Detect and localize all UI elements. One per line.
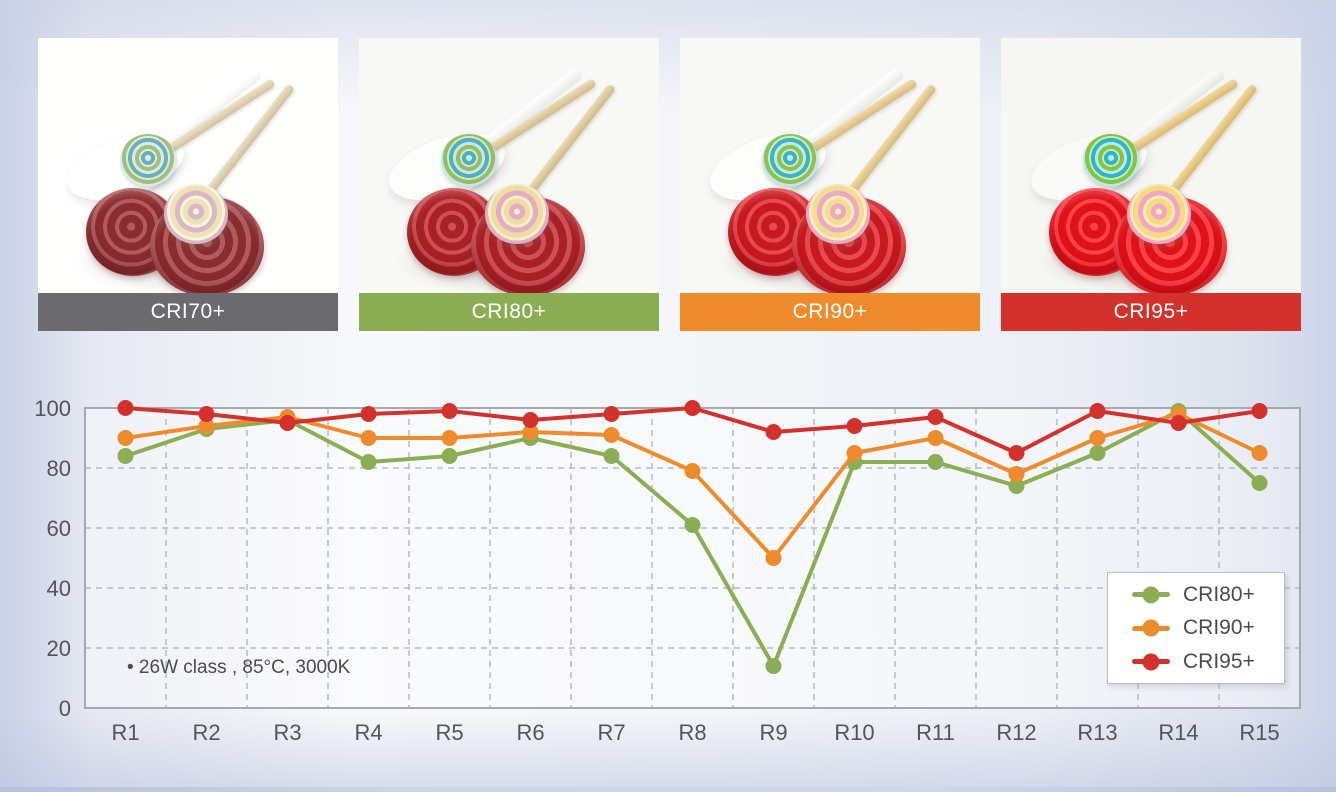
pink-lollipop [1127, 184, 1191, 244]
red-line-dot-marker-icon [1132, 659, 1170, 664]
cri-panel-90: CRI90+ [680, 38, 980, 331]
teal-lollipop [762, 134, 818, 186]
legend-item-cri80: CRI80+ [1132, 583, 1284, 607]
svg-text:40: 40 [47, 576, 71, 601]
pink-lollipop [164, 184, 228, 244]
orange-line-dot-marker-icon [1132, 625, 1170, 631]
svg-text:60: 60 [47, 516, 71, 541]
cri-comparison-panels: CRI70+ CRI80+ [38, 38, 1301, 331]
svg-text:R10: R10 [834, 720, 874, 745]
svg-text:R2: R2 [192, 720, 220, 745]
cri80-label: CRI80+ [359, 293, 659, 331]
lollipop-photo [38, 38, 338, 293]
svg-text:20: 20 [47, 636, 71, 661]
lollipop-photo [1001, 38, 1301, 293]
svg-text:R8: R8 [678, 720, 706, 745]
svg-text:R7: R7 [597, 720, 625, 745]
legend-item-cri95: CRI95+ [1132, 650, 1284, 674]
svg-text:100: 100 [34, 396, 71, 421]
chart-plot-area: 0 20 40 60 80 100 R1 R2 R3 R4 R5 R6 R7 R8 R9 R10 R11 R12 R… [34, 396, 1301, 745]
cri-panel-95: CRI95+ [1001, 38, 1301, 331]
svg-text:R1: R1 [111, 720, 139, 745]
chart-note: • 26W class , 85°C, 3000K [127, 657, 351, 678]
cri90-label: CRI90+ [680, 293, 980, 331]
series-CRI95+ [117, 400, 1268, 461]
svg-text:R9: R9 [759, 720, 787, 745]
teal-lollipop [441, 134, 497, 186]
green-line-dot-marker-icon [1132, 592, 1170, 597]
pink-lollipop [806, 184, 870, 244]
svg-text:R14: R14 [1158, 720, 1198, 745]
cri95-label: CRI95+ [1001, 293, 1301, 331]
legend-label: CRI90+ [1183, 616, 1255, 639]
cri-panel-80: CRI80+ [359, 38, 659, 331]
svg-text:R3: R3 [273, 720, 301, 745]
svg-text:R6: R6 [516, 720, 544, 745]
cri-panel-70: CRI70+ [38, 38, 338, 331]
lollipop-photo [680, 38, 980, 293]
pink-lollipop [485, 184, 549, 244]
cri-line-chart: 0 20 40 60 80 100 R1 R2 R3 R4 R5 R6 R7 R8 R9 R10 R11 R12 R… [0, 380, 1336, 792]
legend-item-cri90: CRI90+ [1132, 616, 1284, 640]
teal-lollipop [1083, 134, 1139, 186]
svg-text:R4: R4 [354, 720, 382, 745]
svg-text:R11: R11 [916, 720, 955, 745]
cri70-label: CRI70+ [38, 293, 338, 331]
svg-text:R13: R13 [1077, 720, 1117, 745]
lollipop-photo [359, 38, 659, 293]
svg-text:R12: R12 [996, 720, 1036, 745]
legend-label: CRI95+ [1183, 649, 1255, 673]
chart-legend: CRI80+ CRI90+ CRI95+ [1107, 572, 1285, 684]
svg-text:R5: R5 [435, 720, 463, 745]
svg-text:0: 0 [59, 696, 71, 721]
legend-label: CRI80+ [1183, 582, 1255, 606]
series-CRI80+ [117, 403, 1268, 674]
svg-text:R15: R15 [1239, 720, 1279, 745]
teal-lollipop [120, 134, 176, 186]
bottom-border-strip [0, 787, 1336, 792]
svg-text:80: 80 [47, 456, 71, 481]
